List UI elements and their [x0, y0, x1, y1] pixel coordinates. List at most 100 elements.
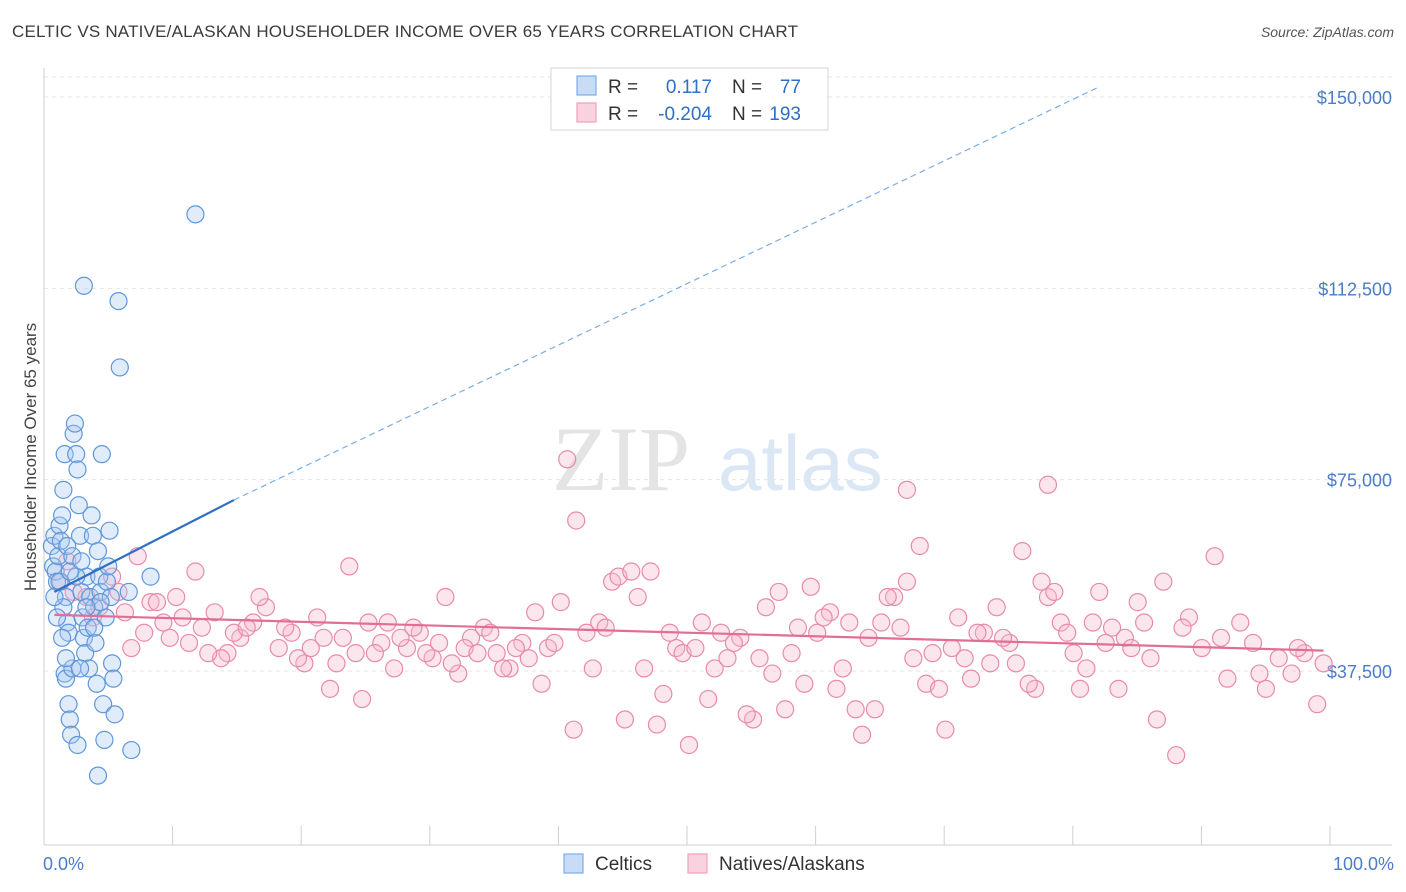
natives-point [1205, 547, 1224, 566]
natives-point [801, 577, 820, 596]
natives-point [135, 623, 154, 642]
source-label: Source: ZipAtlas.com [1260, 24, 1394, 40]
natives-point [737, 705, 756, 724]
natives-point [1250, 664, 1269, 683]
celtics-point [44, 557, 63, 576]
natives-point [192, 618, 211, 637]
natives-point [526, 603, 545, 622]
celtics-point [83, 526, 102, 545]
natives-point [102, 567, 122, 586]
celtics-point [104, 669, 123, 688]
natives-point [808, 623, 827, 642]
natives-point [699, 689, 718, 709]
natives-point [288, 649, 308, 668]
celtics-point [56, 669, 76, 688]
bottom-legend-label-celtics: Celtics [595, 854, 652, 875]
natives-point [352, 689, 372, 709]
celtics-point [141, 567, 160, 586]
celtics-point [87, 674, 106, 693]
celtics-point [101, 587, 120, 607]
natives-point [141, 593, 160, 612]
y-tick-label-2: $75,000 [1327, 471, 1392, 491]
natives-point [301, 638, 320, 658]
natives-point [692, 613, 711, 632]
natives-point [449, 664, 468, 683]
natives-point [269, 638, 288, 658]
y-tick-label-0: $150,000 [1317, 88, 1392, 108]
natives-point [160, 628, 179, 647]
natives-point [429, 633, 449, 653]
natives-point [769, 582, 788, 602]
natives-point [1070, 679, 1090, 698]
celtics-point [102, 654, 122, 673]
natives-point [968, 623, 987, 642]
natives-point [1128, 593, 1147, 612]
natives-point [654, 684, 673, 704]
natives-point [1051, 613, 1070, 632]
natives-point [865, 700, 884, 719]
natives-point [154, 613, 173, 632]
gridlines [44, 76, 1392, 672]
natives-point [1282, 664, 1301, 683]
natives-point [878, 587, 897, 607]
natives-point [1179, 608, 1199, 627]
natives-point [564, 720, 583, 739]
celtics-point [68, 460, 87, 479]
celtics-point [92, 445, 111, 464]
natives-point [1006, 654, 1026, 673]
natives-point [250, 587, 269, 607]
celtics-point [53, 506, 72, 525]
natives-point [500, 659, 519, 678]
celtics-point [49, 547, 68, 566]
natives-trend [54, 613, 1324, 652]
celtics-point [72, 552, 91, 571]
natives-point [340, 557, 359, 576]
celtics-point [91, 582, 110, 602]
celtics-point [77, 598, 96, 617]
celtics-point [78, 618, 97, 637]
celtics-point [81, 587, 100, 607]
y-tick-label-1: $112,500 [1318, 279, 1392, 299]
celtics-trend-solid [53, 499, 235, 593]
celtics-point [100, 521, 119, 540]
natives-point [897, 572, 917, 591]
natives-point [724, 633, 743, 653]
natives-points [51, 450, 1333, 765]
celtics-point [88, 766, 108, 785]
celtics-point [69, 496, 88, 515]
legend-n-label-1: N = [732, 77, 762, 98]
natives-point [481, 623, 500, 642]
x-tick-label-left: 0.0% [43, 854, 84, 874]
natives-point [929, 679, 949, 698]
natives-point [551, 593, 570, 612]
natives-point [1231, 613, 1250, 632]
natives-point [199, 644, 218, 663]
natives-point [1308, 695, 1327, 714]
celtics-point [60, 710, 79, 729]
natives-point [1038, 475, 1058, 494]
natives-point [1122, 638, 1141, 658]
natives-point [1109, 679, 1128, 698]
natives-point [833, 659, 852, 678]
legend-n-value-2: 193 [769, 104, 801, 125]
legend-swatch-celtics [576, 75, 597, 96]
natives-point [583, 659, 602, 678]
natives-point [635, 659, 654, 678]
celtics-point [45, 587, 64, 607]
natives-point [1077, 659, 1096, 678]
natives-point [487, 644, 506, 663]
natives-point [679, 735, 699, 755]
natives-point [763, 664, 782, 683]
natives-point [1115, 628, 1134, 647]
natives-point [327, 654, 346, 673]
watermark-zip: ZIP [552, 408, 690, 510]
legend-swatch-natives [576, 102, 597, 123]
legend-n-label-2: N = [732, 104, 762, 125]
watermark-atlas: atlas [718, 419, 883, 507]
celtics-point [186, 205, 205, 224]
natives-point [961, 669, 981, 688]
natives-point [1032, 572, 1051, 591]
celtics-point [70, 526, 90, 545]
natives-point [333, 628, 352, 647]
